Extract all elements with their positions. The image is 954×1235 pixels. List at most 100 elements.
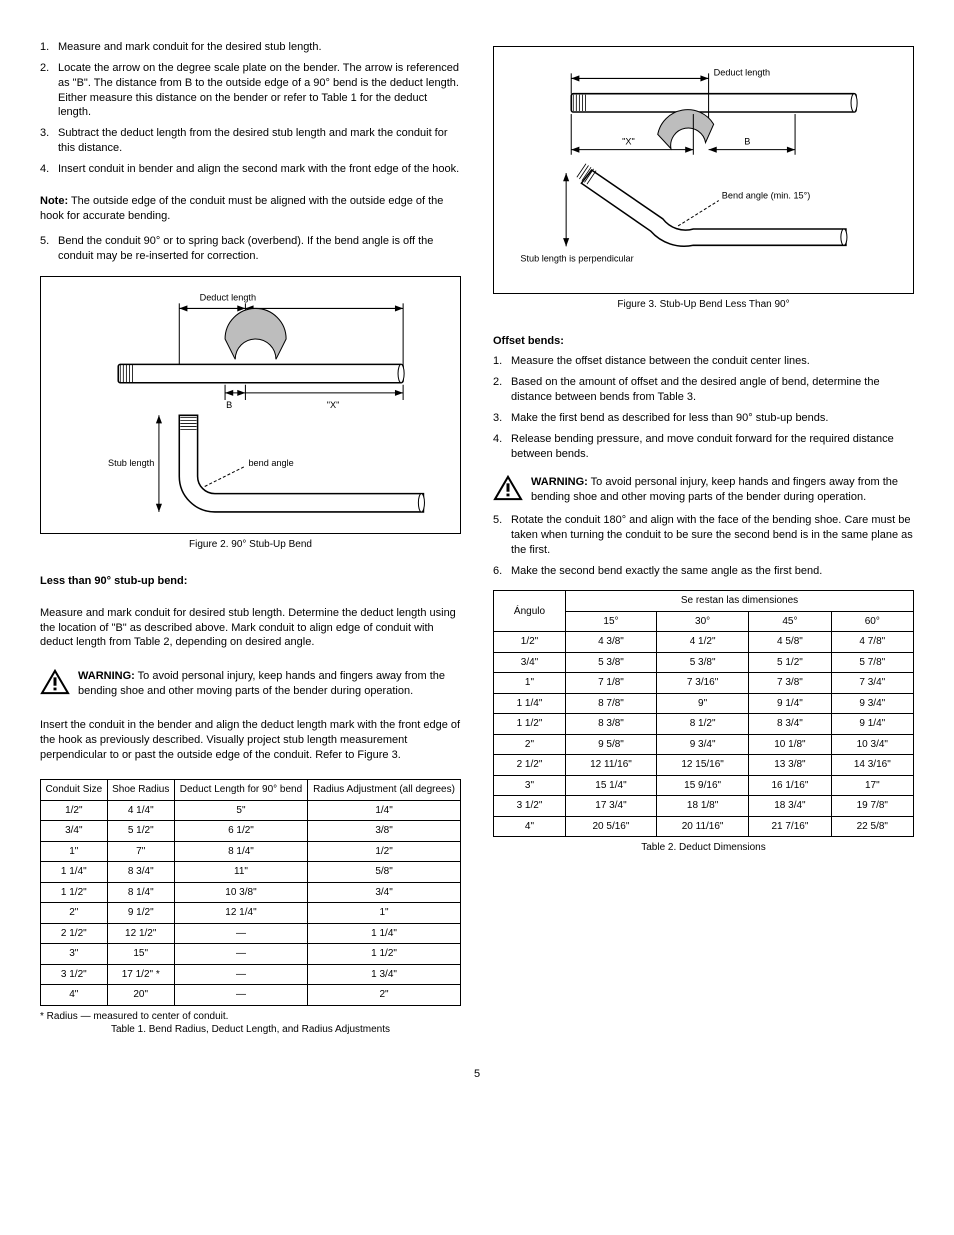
table-cell: 1" (308, 903, 461, 924)
table-cell: 1 1/4" (308, 923, 461, 944)
figure-2-caption: Figure 2. 90° Stub-Up Bend (40, 538, 461, 552)
heading-less-90: Less than 90° stub-up bend: (40, 574, 461, 589)
table-header: Shoe Radius (107, 780, 174, 801)
step: 3.Subtract the deduct length from the de… (40, 126, 461, 156)
table-cell: 2 1/2" (494, 755, 566, 776)
svg-text:B: B (744, 137, 750, 147)
step-number: 4. (493, 432, 511, 462)
table-cell: 5 1/2" (107, 821, 174, 842)
table-cell: 1 1/2" (41, 882, 108, 903)
table-cell: 8 1/4" (107, 882, 174, 903)
table-cell: 8 7/8" (565, 693, 656, 714)
step-text: Bend the conduit 90° or to spring back (… (58, 234, 461, 264)
step-text: Subtract the deduct length from the desi… (58, 126, 461, 156)
table-cell: 12 15/16" (656, 755, 748, 776)
table-cell: 1 1/2" (308, 944, 461, 965)
table-cell: 9 1/4" (831, 714, 913, 735)
table-row: 3 1/2"17 3/4"18 1/8"18 3/4"19 7/8" (494, 796, 914, 817)
step: 1.Measure and mark conduit for the desir… (40, 40, 461, 55)
step-number: 2. (40, 61, 58, 120)
table-header: Ángulo (494, 591, 566, 632)
table-cell: 11" (174, 862, 307, 883)
table-cell: 5 1/2" (749, 652, 831, 673)
step: 4.Insert conduit in bender and align the… (40, 162, 461, 177)
table-row: 2 1/2"12 11/16"12 15/16"13 3/8"14 3/16" (494, 755, 914, 776)
table-cell: 15 1/4" (565, 775, 656, 796)
svg-text:Stub length: Stub length (108, 458, 154, 468)
figure-3-caption: Figure 3. Stub-Up Bend Less Than 90° (493, 298, 914, 312)
table-2: ÁnguloSe restan las dimensiones15°30°45°… (493, 590, 914, 837)
steps-bottom: 5.Bend the conduit 90° or to spring back… (40, 234, 461, 270)
svg-text:B: B (226, 400, 232, 410)
table-cell: — (174, 964, 307, 985)
step-text: Measure the offset distance between the … (511, 354, 914, 369)
table-cell: 8 3/4" (749, 714, 831, 735)
table-cell: 5/8" (308, 862, 461, 883)
table-row: 1 1/4"8 3/4"11"5/8" (41, 862, 461, 883)
warning-right: WARNING: To avoid personal injury, keep … (493, 475, 914, 505)
step: 5.Rotate the conduit 180° and align with… (493, 513, 914, 558)
svg-text:Deduct length: Deduct length (200, 292, 256, 302)
table-cell: 8 1/2" (656, 714, 748, 735)
table-cell: 8 1/4" (174, 841, 307, 862)
table-cell: 2" (308, 985, 461, 1006)
table-cell: 1/2" (494, 632, 566, 653)
table-cell: 17 3/4" (565, 796, 656, 817)
table-header: Se restan las dimensiones (565, 591, 913, 612)
table-cell: 1 3/4" (308, 964, 461, 985)
table-row: 3/4"5 3/8"5 3/8"5 1/2"5 7/8" (494, 652, 914, 673)
table-cell: 4 1/4" (107, 800, 174, 821)
table-cell: 7" (107, 841, 174, 862)
step: 2.Locate the arrow on the degree scale p… (40, 61, 461, 120)
table-cell: 9 5/8" (565, 734, 656, 755)
table-row: 1"7 1/8"7 3/16"7 3/8"7 3/4" (494, 673, 914, 694)
table-cell: — (174, 944, 307, 965)
table-row: 1 1/2"8 1/4"10 3/8"3/4" (41, 882, 461, 903)
warning-icon (40, 669, 70, 695)
table-header: Radius Adjustment (all degrees) (308, 780, 461, 801)
table-cell: 3/4" (308, 882, 461, 903)
table-cell: 1 1/4" (494, 693, 566, 714)
table-cell: 12 11/16" (565, 755, 656, 776)
table-cell: 20 5/16" (565, 816, 656, 837)
table-cell: 3 1/2" (41, 964, 108, 985)
table-cell: 4 1/2" (656, 632, 748, 653)
table-header: Conduit Size (41, 780, 108, 801)
step-number: 4. (40, 162, 58, 177)
svg-text:Stub length is perpendicular: Stub length is perpendicular (520, 254, 633, 264)
table-row: 2"9 5/8"9 3/4"10 1/8"10 3/4" (494, 734, 914, 755)
table-cell: 1" (494, 673, 566, 694)
table-cell: 10 1/8" (749, 734, 831, 755)
table-cell: 21 7/16" (749, 816, 831, 837)
step: 2.Based on the amount of offset and the … (493, 375, 914, 405)
svg-text:"X": "X" (622, 137, 635, 147)
right-column: Deduct length "X" B (493, 40, 914, 1047)
step-text: Locate the arrow on the degree scale pla… (58, 61, 461, 120)
table-cell: 10 3/8" (174, 882, 307, 903)
step-number: 5. (40, 234, 58, 264)
table-cell: 3" (494, 775, 566, 796)
table-cell: 20" (107, 985, 174, 1006)
page-number: 5 (40, 1067, 914, 1082)
left-column: 1.Measure and mark conduit for the desir… (40, 40, 461, 1047)
note-label: Note: (40, 195, 68, 207)
table-cell: 2" (41, 903, 108, 924)
table-row: 3/4"5 1/2"6 1/2"3/8" (41, 821, 461, 842)
offset-steps-2: 5.Rotate the conduit 180° and align with… (493, 513, 914, 584)
svg-text:bend angle: bend angle (248, 458, 293, 468)
table-row: 3 1/2"17 1/2" *—1 3/4" (41, 964, 461, 985)
table-cell: 17 1/2" * (107, 964, 174, 985)
table-cell: 4" (41, 985, 108, 1006)
table-cell: 1/2" (308, 841, 461, 862)
step-text: Make the first bend as described for les… (511, 411, 914, 426)
table-cell: 7 1/8" (565, 673, 656, 694)
table-cell: 18 1/8" (656, 796, 748, 817)
table-1-footnote: * Radius — measured to center of conduit… (40, 1010, 461, 1024)
offset-steps-1: 1.Measure the offset distance between th… (493, 354, 914, 467)
warning-label: WARNING: (531, 476, 588, 488)
table-cell: — (174, 985, 307, 1006)
table-row: 1/2"4 1/4"5"1/4" (41, 800, 461, 821)
step-text: Release bending pressure, and move condu… (511, 432, 914, 462)
svg-text:Bend angle (min. 15°): Bend angle (min. 15°) (722, 190, 811, 200)
table-row: 4"20 5/16"20 11/16"21 7/16"22 5/8" (494, 816, 914, 837)
